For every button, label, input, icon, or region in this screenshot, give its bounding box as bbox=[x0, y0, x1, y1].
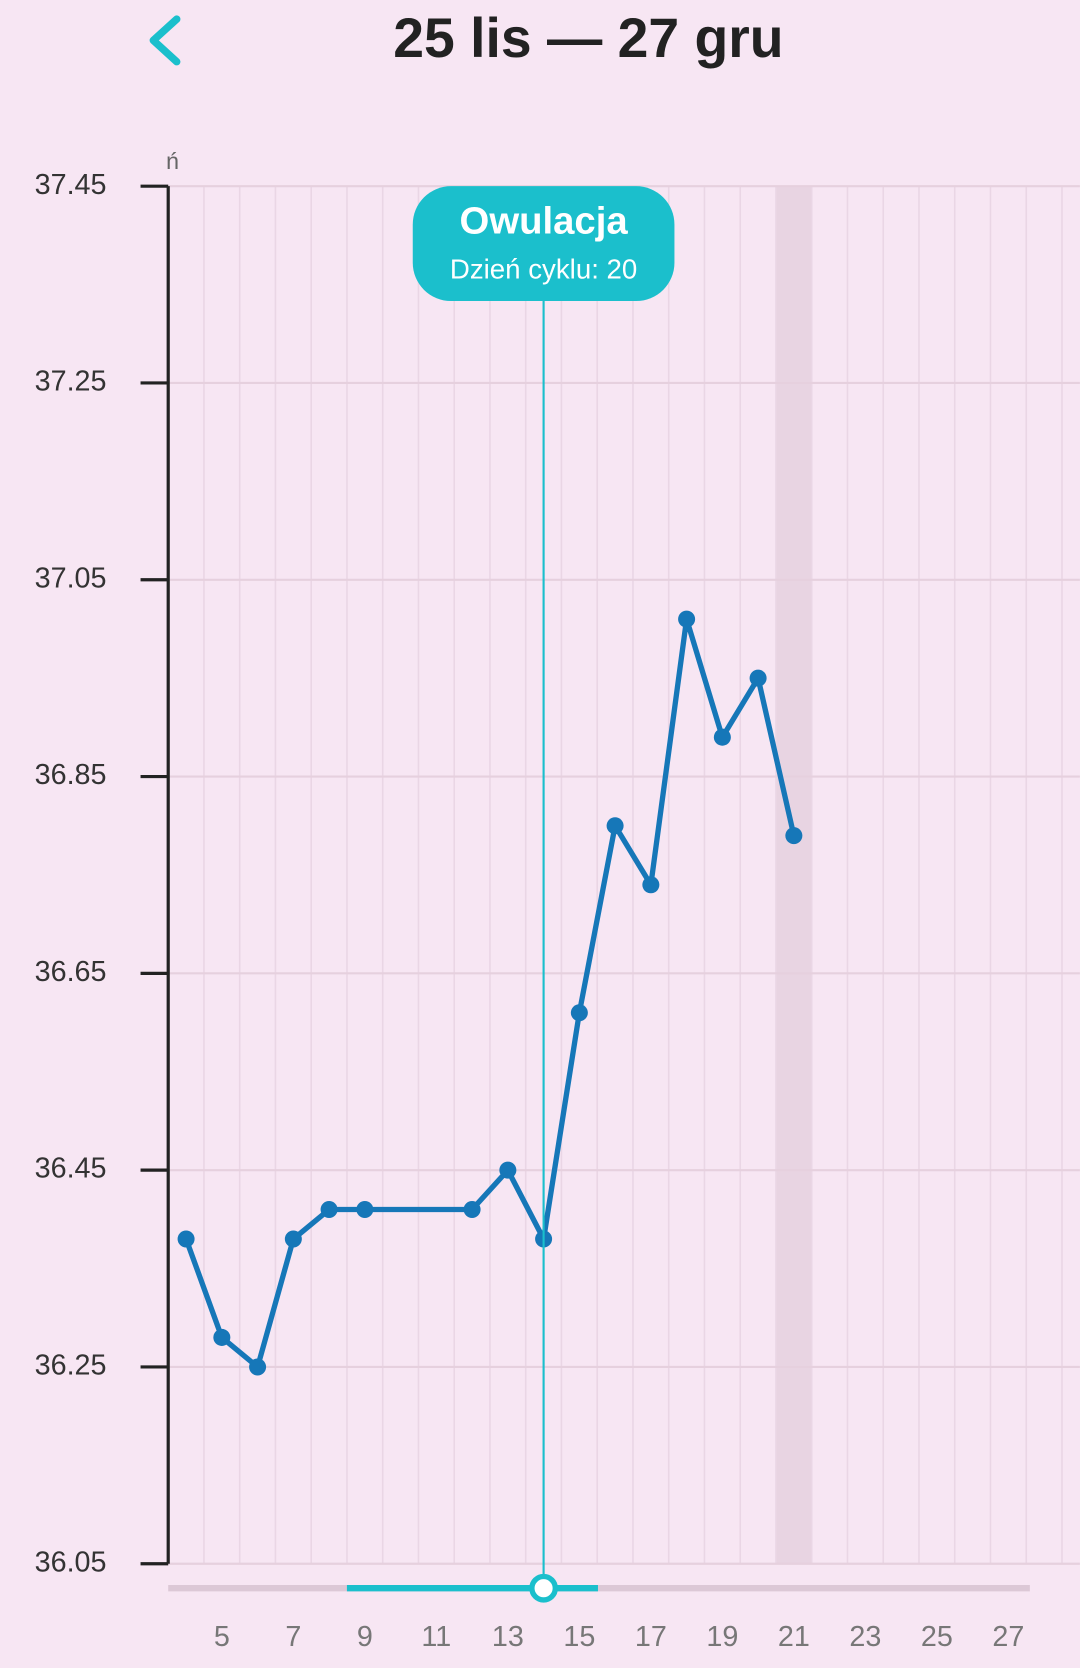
highlight-band bbox=[775, 186, 812, 1564]
data-point bbox=[356, 1201, 374, 1219]
x-tick-label: 13 bbox=[492, 1621, 524, 1653]
back-button[interactable] bbox=[149, 15, 181, 66]
data-point bbox=[284, 1230, 302, 1248]
data-point bbox=[606, 817, 624, 835]
marker-title: Owulacja bbox=[460, 200, 629, 243]
data-point bbox=[177, 1230, 195, 1248]
data-point bbox=[785, 827, 803, 845]
data-point bbox=[713, 728, 731, 746]
temperature-line bbox=[183, 616, 797, 1370]
data-point bbox=[499, 1161, 517, 1179]
x-tick-label: 7 bbox=[285, 1621, 301, 1653]
y-tick-label: 36.65 bbox=[35, 956, 107, 988]
y-tick-label: 37.05 bbox=[35, 562, 107, 594]
x-tick-label: 11 bbox=[421, 1621, 451, 1653]
y-tick-label: 36.85 bbox=[35, 759, 107, 791]
y-tick-label: 37.25 bbox=[35, 366, 107, 398]
data-point bbox=[463, 1201, 481, 1219]
x-tick-label: 17 bbox=[635, 1621, 667, 1653]
data-point bbox=[570, 1004, 588, 1022]
x-tick-label: 19 bbox=[706, 1621, 738, 1653]
axes: 36.05 36.25 36.45 36.65 36.85 37.05 37.25 37.45… bbox=[35, 169, 1030, 1653]
x-tick-label: 25 bbox=[921, 1621, 953, 1653]
x-tick-label: 15 bbox=[563, 1621, 595, 1653]
x-tick-label: 5 bbox=[214, 1621, 230, 1653]
marker-badge bbox=[412, 186, 675, 302]
plot bbox=[177, 610, 803, 1376]
data-point bbox=[749, 669, 767, 687]
header-title: 25 lis — 27 gru bbox=[393, 7, 783, 69]
x-tick-label: 27 bbox=[992, 1621, 1024, 1653]
x-tick-label: 21 bbox=[778, 1621, 810, 1653]
y-tick-label: 37.45 bbox=[35, 169, 107, 201]
data-point bbox=[678, 610, 696, 628]
data-point bbox=[249, 1358, 267, 1376]
grid bbox=[168, 185, 1080, 1565]
y-axis-label: ń bbox=[166, 148, 179, 174]
y-tick-label: 36.45 bbox=[35, 1153, 107, 1185]
marker-knob bbox=[529, 1573, 558, 1603]
x-tick-label: 9 bbox=[357, 1621, 373, 1653]
y-tick-label: 36.25 bbox=[35, 1350, 107, 1382]
y-tick-label: 36.05 bbox=[35, 1546, 107, 1578]
marker-subtitle: Dzień cyklu: 20 bbox=[450, 254, 637, 285]
data-point bbox=[213, 1328, 231, 1346]
x-tick-label: 23 bbox=[849, 1621, 881, 1653]
data-point bbox=[320, 1201, 338, 1219]
data-point bbox=[642, 876, 660, 894]
